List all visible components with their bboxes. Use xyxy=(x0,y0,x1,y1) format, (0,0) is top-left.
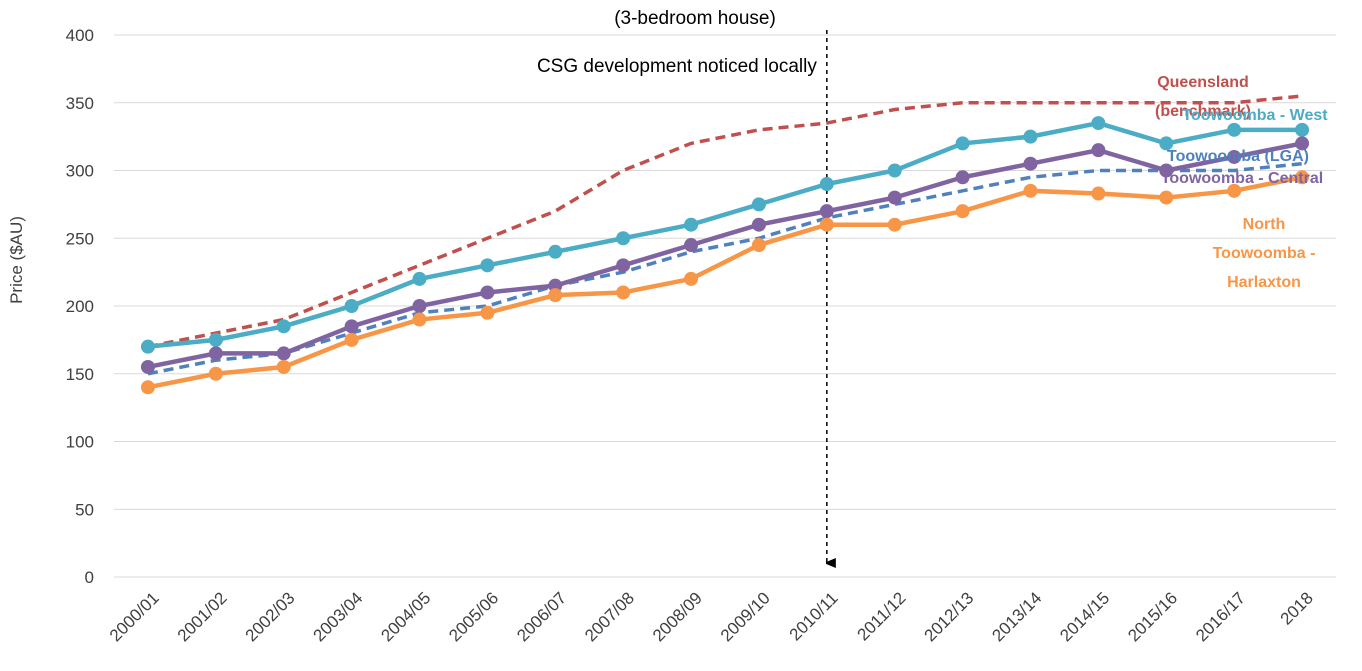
series-line xyxy=(147,175,1303,390)
data-point xyxy=(1159,136,1174,151)
data-point xyxy=(1023,156,1038,171)
x-tick-label: 2006/07 xyxy=(513,588,570,645)
data-point xyxy=(276,346,291,361)
data-point xyxy=(1227,149,1242,164)
data-point xyxy=(1023,183,1038,198)
data-point xyxy=(140,339,155,354)
data-point xyxy=(1091,116,1106,131)
data-point xyxy=(1295,136,1310,151)
data-point xyxy=(480,258,495,273)
data-point xyxy=(208,366,223,381)
y-tick-label: 350 xyxy=(66,94,94,113)
data-point xyxy=(887,163,902,178)
x-tick-label: 2018 xyxy=(1277,588,1317,628)
data-point xyxy=(412,312,427,327)
annotation-text: CSG development noticed locally xyxy=(537,56,817,77)
data-point xyxy=(1227,122,1242,137)
data-point xyxy=(955,204,970,219)
data-point xyxy=(344,319,359,334)
x-tick-label: 2004/05 xyxy=(377,588,434,645)
data-point xyxy=(616,285,631,300)
series-label: Toowoomba - Central xyxy=(1160,170,1324,187)
x-tick-label: 2015/16 xyxy=(1124,588,1181,645)
data-point xyxy=(208,332,223,347)
y-tick-label: 100 xyxy=(66,433,94,452)
x-tick-label: 2013/14 xyxy=(988,588,1045,645)
data-point xyxy=(412,299,427,313)
y-tick-label: 300 xyxy=(66,162,94,181)
y-tick-label: 250 xyxy=(66,229,94,248)
x-tick-label: 2009/10 xyxy=(717,588,774,645)
data-point xyxy=(276,319,291,334)
data-point xyxy=(1227,183,1242,198)
data-point xyxy=(955,170,970,185)
x-tick-label: 2016/17 xyxy=(1192,588,1249,645)
x-tick-label: 2010/11 xyxy=(786,588,842,644)
data-point xyxy=(1295,122,1310,137)
data-point xyxy=(684,271,699,286)
x-tick-label: 2001/02 xyxy=(174,588,231,645)
data-point xyxy=(1091,186,1106,201)
series-line xyxy=(147,94,1303,349)
x-tick-label: 2002/03 xyxy=(242,588,299,645)
data-point xyxy=(684,217,699,232)
data-point xyxy=(480,285,495,300)
data-point xyxy=(955,136,970,151)
data-point xyxy=(1159,163,1174,178)
data-point xyxy=(548,244,563,259)
x-tick-label: 2008/09 xyxy=(649,588,706,645)
x-tick-label: 2003/04 xyxy=(310,588,367,645)
series-line xyxy=(147,161,1303,376)
series-line xyxy=(147,141,1303,370)
data-point xyxy=(751,197,766,212)
data-point xyxy=(819,217,834,232)
data-point xyxy=(819,177,834,192)
y-tick-label: 150 xyxy=(66,365,94,384)
data-point xyxy=(819,204,834,219)
data-point xyxy=(412,271,427,286)
series-label: North Toowoomba - Harlaxton xyxy=(1212,216,1316,291)
data-point xyxy=(616,231,631,246)
data-point xyxy=(480,305,495,320)
y-tick-label: 400 xyxy=(66,26,94,45)
data-point xyxy=(208,346,223,361)
x-tick-label: 2007/08 xyxy=(581,588,638,645)
data-point xyxy=(548,288,563,303)
series-label: Toowoomba (LGA) xyxy=(1167,148,1309,165)
y-tick-label: 0 xyxy=(85,568,94,587)
data-point xyxy=(344,299,359,313)
data-point xyxy=(1159,190,1174,205)
data-point xyxy=(887,217,902,232)
series-label: Toowoomba - West xyxy=(1182,107,1328,124)
data-point xyxy=(751,238,766,253)
data-point xyxy=(887,190,902,205)
data-point xyxy=(140,380,155,395)
data-point xyxy=(616,258,631,273)
data-point xyxy=(140,359,155,374)
chart-title: (3-bedroom house) xyxy=(614,8,776,29)
x-tick-label: 2012/13 xyxy=(921,588,978,645)
data-point xyxy=(344,332,359,347)
series-line xyxy=(147,120,1303,349)
x-tick-label: 2000/01 xyxy=(106,588,163,645)
data-point xyxy=(684,238,699,253)
x-tick-label: 2005/06 xyxy=(445,588,502,645)
data-point xyxy=(1023,129,1038,144)
data-point xyxy=(276,359,291,374)
series-label: Queensland (benchmark) xyxy=(1154,74,1252,120)
y-tick-label: 200 xyxy=(66,297,94,316)
y-tick-label: 50 xyxy=(75,500,94,519)
y-axis-label: Price ($AU) xyxy=(7,216,26,304)
x-tick-label: 2011/12 xyxy=(854,588,910,644)
data-point xyxy=(1091,143,1106,158)
data-point xyxy=(1295,170,1310,185)
x-tick-label: 2014/15 xyxy=(1056,588,1113,645)
data-point xyxy=(751,217,766,232)
